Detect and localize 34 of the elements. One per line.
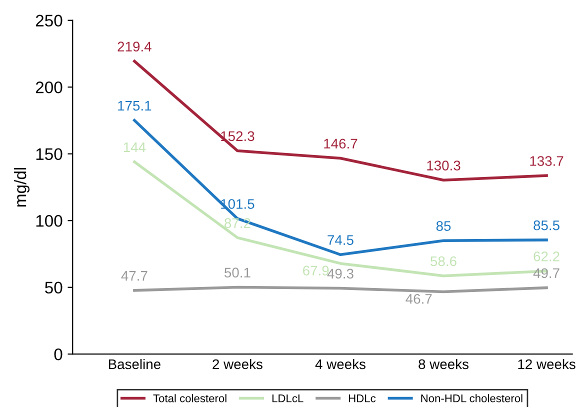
y-tick-label: 0 bbox=[54, 348, 62, 360]
data-label: 47.7 bbox=[121, 271, 148, 281]
x-tick-label: 2 weeks bbox=[212, 358, 262, 370]
data-label: 87.2 bbox=[224, 218, 250, 228]
x-tick-label: 12 weeks bbox=[518, 358, 576, 370]
data-label: 74.5 bbox=[328, 235, 354, 245]
legend-label: Total colesterol bbox=[153, 394, 226, 402]
y-axis-title: mg/dl bbox=[14, 168, 30, 206]
data-label: 175.1 bbox=[118, 100, 152, 111]
legend-label: Non-HDL cholesterol bbox=[421, 394, 522, 402]
legend-label: LDLcL bbox=[272, 394, 304, 402]
data-label: 58.6 bbox=[430, 256, 456, 266]
y-tick-label: 200 bbox=[36, 82, 62, 94]
y-tick-label: 250 bbox=[36, 14, 62, 27]
data-label: 49.7 bbox=[533, 268, 560, 278]
data-label: 130.3 bbox=[427, 160, 460, 170]
data-label: 85.5 bbox=[534, 220, 560, 230]
data-label: 67.9 bbox=[303, 266, 329, 276]
data-label: 62.2 bbox=[534, 252, 560, 262]
data-label: 133.7 bbox=[530, 156, 564, 166]
x-tick-label: Baseline bbox=[108, 358, 160, 370]
data-label: 144 bbox=[124, 142, 146, 152]
data-label: 85 bbox=[436, 221, 451, 231]
data-label: 50.1 bbox=[224, 268, 250, 278]
y-tick-label: 150 bbox=[36, 148, 62, 160]
x-tick-label: 4 weeks bbox=[315, 358, 366, 370]
y-tick-label: 50 bbox=[45, 282, 62, 294]
data-label: 219.4 bbox=[118, 42, 152, 52]
x-tick-label: 8 weeks bbox=[418, 358, 468, 370]
data-label: 46.7 bbox=[406, 294, 432, 304]
legend-label: HDLc bbox=[349, 394, 376, 402]
data-label: 49.3 bbox=[327, 268, 354, 279]
y-tick-label: 100 bbox=[36, 214, 62, 227]
data-label: 146.7 bbox=[324, 138, 358, 149]
